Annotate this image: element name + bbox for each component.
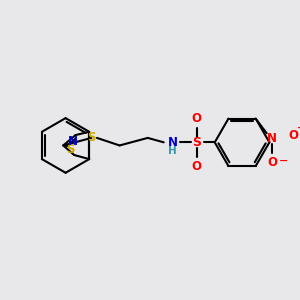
Text: O: O: [191, 160, 202, 172]
Text: −: −: [278, 156, 288, 166]
Text: S: S: [87, 131, 96, 144]
Text: N: N: [68, 135, 78, 148]
Text: S: S: [66, 143, 75, 156]
Text: N: N: [168, 136, 178, 149]
Text: N: N: [267, 132, 277, 145]
Text: S: S: [192, 136, 201, 149]
Text: O: O: [267, 156, 277, 169]
Text: O: O: [288, 129, 298, 142]
Text: H: H: [168, 146, 176, 155]
Text: O: O: [191, 112, 202, 125]
Text: +: +: [298, 123, 300, 132]
